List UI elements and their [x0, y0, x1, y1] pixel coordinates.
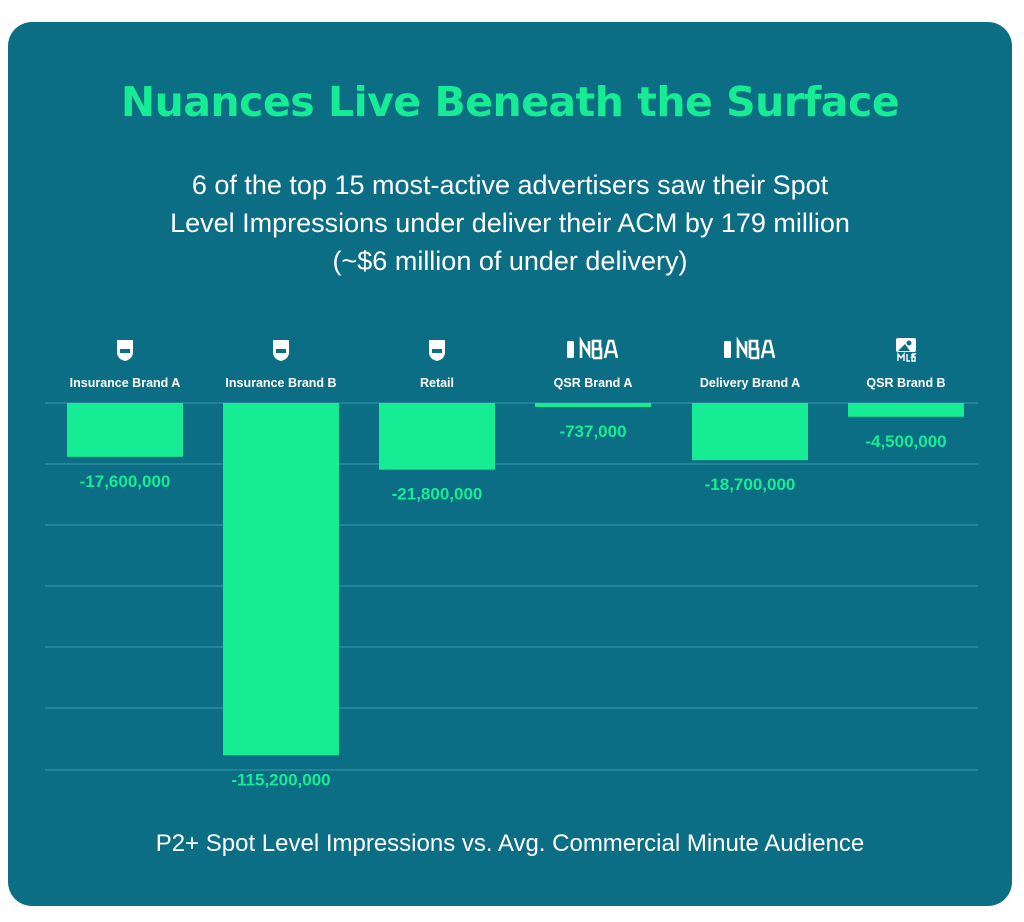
mlb-letters — [897, 351, 917, 362]
category-label: QSR Brand A — [554, 376, 633, 390]
value-label: -21,800,000 — [392, 485, 483, 504]
shield-band — [276, 349, 286, 353]
chart-caption: P2+ Spot Level Impressions vs. Avg. Comm… — [155, 830, 865, 857]
mlb-ball — [906, 340, 912, 346]
bar-chart: Insurance Brand A -17,600,000 Insurance Br… — [45, 336, 978, 789]
value-label: -17,600,000 — [80, 472, 171, 491]
category-label: QSR Brand B — [866, 376, 945, 390]
value-label: -737,000 — [559, 422, 626, 441]
subtitle-line-2: Level Impressions under deliver their AC… — [170, 208, 850, 238]
subtitle: 6 of the top 15 most-active advertisers … — [68, 166, 952, 280]
bar — [848, 403, 964, 417]
bar — [535, 403, 651, 407]
value-label: -18,700,000 — [705, 475, 796, 494]
bar — [692, 403, 808, 461]
nba-wordmark — [579, 336, 619, 360]
shield-band — [120, 349, 130, 353]
nba-logo-icon — [724, 336, 776, 360]
nfl-shield-icon — [117, 340, 133, 361]
category-label: Delivery Brand A — [700, 376, 800, 390]
category-label: Retail — [420, 376, 454, 390]
mlb-batter — [898, 344, 910, 351]
bar — [223, 403, 339, 756]
subtitle-line-1: 6 of the top 15 most-active advertisers … — [191, 170, 829, 200]
category-label: Insurance Brand B — [225, 376, 336, 390]
nba-logo-icon — [567, 336, 619, 360]
nba-figure — [724, 341, 731, 358]
subtitle-line-3: (~$6 million of under delivery) — [332, 246, 688, 276]
category-label: Insurance Brand A — [70, 376, 181, 390]
bar — [67, 403, 183, 457]
bar — [379, 403, 495, 470]
value-label: -4,500,000 — [865, 432, 946, 451]
value-label: -115,200,000 — [231, 770, 330, 789]
nfl-shield-icon — [273, 340, 289, 361]
shield-band — [432, 349, 442, 353]
nfl-shield-icon — [429, 340, 445, 361]
nba-wordmark — [736, 336, 776, 360]
chart-card: Nuances Live Beneath the Surface 6 of th… — [8, 22, 1012, 906]
page-title: Nuances Live Beneath the Surface — [120, 78, 900, 126]
nba-figure — [567, 341, 574, 358]
mlb-logo-icon — [896, 338, 917, 362]
